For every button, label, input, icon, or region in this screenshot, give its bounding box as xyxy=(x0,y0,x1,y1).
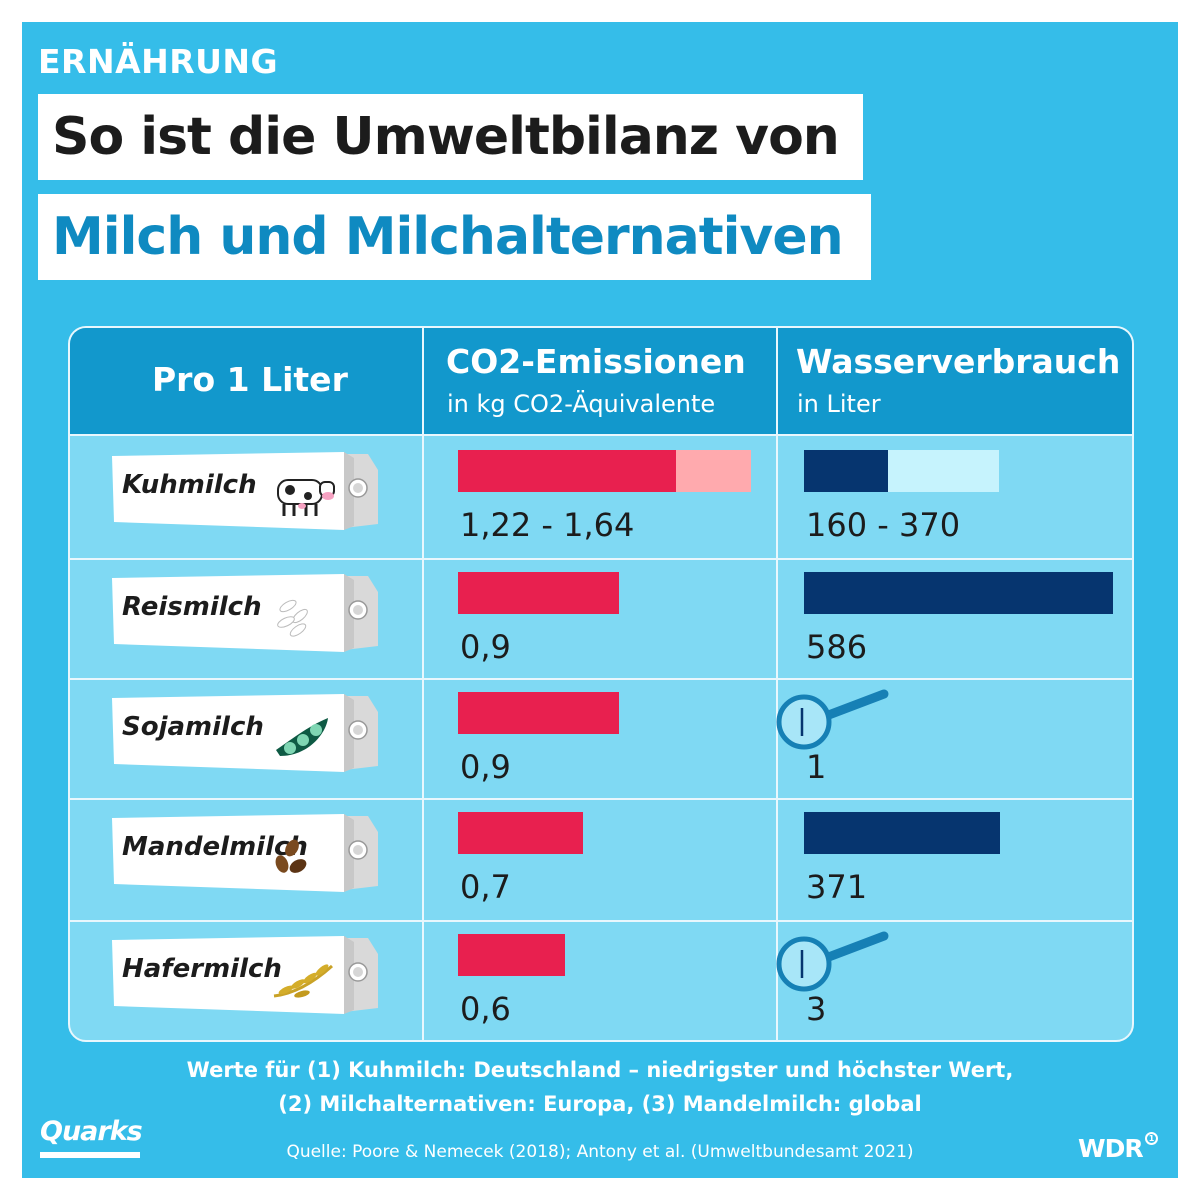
kuhmilch-carton-icon xyxy=(112,452,378,530)
comparison-table: Pro 1 Liter CO2-Emissionen in kg CO2-Äqu… xyxy=(68,326,1134,1042)
mandelmilch-carton-icon xyxy=(112,814,378,892)
water-value-label: 1 xyxy=(806,748,827,786)
product-carton: Kuhmilch xyxy=(108,448,384,532)
infographic: ERNÄHRUNG So ist die Umweltbilanz von Mi… xyxy=(22,22,1178,1178)
product-carton: Mandelmilch xyxy=(108,810,384,894)
product-name: Sojamilch xyxy=(122,712,264,742)
co2-bar xyxy=(458,572,619,614)
product-name: Mandelmilch xyxy=(122,832,308,862)
row-divider xyxy=(70,798,1132,800)
magnifier-icon xyxy=(776,931,889,992)
water-value-label: 160 - 370 xyxy=(806,506,961,544)
col-subheader-co2: in kg CO2-Äquivalente xyxy=(447,390,716,418)
cow-icon xyxy=(277,479,335,516)
row-divider xyxy=(70,678,1132,680)
co2-bar xyxy=(458,450,676,492)
co2-value-label: 0,6 xyxy=(460,990,511,1028)
footnote-line-1: Werte für (1) Kuhmilch: Deutschland – ni… xyxy=(186,1058,1014,1082)
water-value-label: 586 xyxy=(806,628,868,666)
co2-value-label: 1,22 - 1,64 xyxy=(460,506,635,544)
column-divider xyxy=(776,328,778,1040)
row-divider xyxy=(70,558,1132,560)
product-carton: Sojamilch xyxy=(108,690,384,774)
table-header-row xyxy=(70,328,1132,436)
rice-grains-icon xyxy=(277,599,308,637)
soybean-pod-icon xyxy=(276,718,328,756)
col-subheader-water: in Liter xyxy=(797,390,881,418)
product-carton: Reismilch xyxy=(108,570,384,654)
co2-value-label: 0,7 xyxy=(460,868,511,906)
column-divider xyxy=(422,328,424,1040)
footnote-line-2: (2) Milchalternativen: Europa, (3) Mande… xyxy=(278,1092,922,1116)
quarks-logo: Quarks xyxy=(40,1116,143,1147)
water-value-label: 3 xyxy=(806,990,827,1028)
col-header-water: Wasserverbrauch xyxy=(796,342,1121,381)
product-name: Kuhmilch xyxy=(122,470,257,500)
almonds-icon xyxy=(275,839,307,873)
magnifier-icon xyxy=(776,689,889,750)
product-name: Reismilch xyxy=(122,592,262,622)
col-header-co2: CO2-Emissionen xyxy=(446,342,746,381)
category-label: ERNÄHRUNG xyxy=(38,42,279,81)
co2-value-label: 0,9 xyxy=(460,628,511,666)
water-value-label: 371 xyxy=(806,868,868,906)
wdr-logo: WDR xyxy=(1078,1134,1144,1163)
product-carton: Hafermilch xyxy=(108,932,384,1016)
source-credit: Quelle: Poore & Nemecek (2018); Antony e… xyxy=(286,1142,914,1162)
water-bar xyxy=(804,572,1113,614)
product-name: Hafermilch xyxy=(122,954,282,984)
co2-bar xyxy=(458,812,583,854)
reismilch-carton-icon xyxy=(112,574,378,652)
quarks-logo-underline xyxy=(40,1152,140,1158)
col-header-product: Pro 1 Liter xyxy=(152,360,348,399)
oat-icon xyxy=(273,964,334,998)
title-line-1: So ist die Umweltbilanz von xyxy=(38,94,863,180)
co2-bar xyxy=(458,934,565,976)
row-divider xyxy=(70,920,1132,922)
ard-mark-icon: 1 xyxy=(1145,1132,1158,1145)
co2-value-label: 0,9 xyxy=(460,748,511,786)
title-line-2: Milch und Milchalternativen xyxy=(38,194,871,280)
water-bar xyxy=(804,450,888,492)
water-bar xyxy=(804,812,1000,854)
co2-bar xyxy=(458,692,619,734)
